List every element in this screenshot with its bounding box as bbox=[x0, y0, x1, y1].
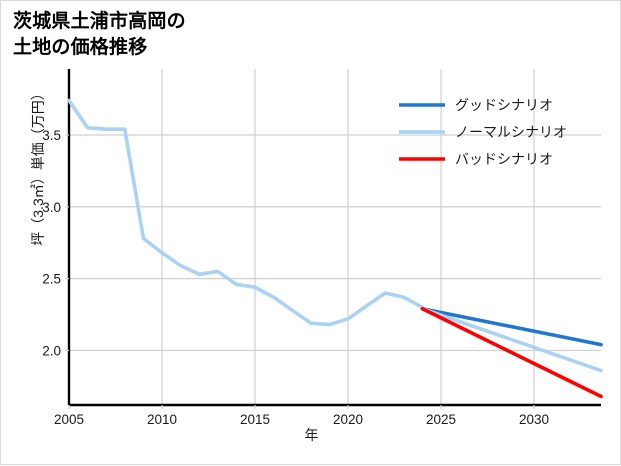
series-line-バッドシナリオ bbox=[420, 306, 603, 399]
x-tick-label-2010: 2010 bbox=[147, 412, 177, 427]
y-tick-label-2.0: 2.0 bbox=[42, 343, 61, 358]
x-tick-label-2030: 2030 bbox=[519, 412, 549, 427]
x-tick-label-2015: 2015 bbox=[240, 412, 270, 427]
series-line-実績（履歴） bbox=[67, 98, 425, 327]
y-axis-label-wrapper: 坪（3.3㎡）単価（万円） bbox=[28, 11, 48, 321]
axis-lines-group bbox=[67, 69, 601, 407]
page-title: 茨城県土浦市高岡の 土地の価格推移 bbox=[13, 11, 186, 58]
y-tick-label-3.5: 3.5 bbox=[42, 128, 61, 143]
legend-label-0: グッドシナリオ bbox=[455, 97, 553, 113]
series-line-グッドシナリオ bbox=[420, 306, 603, 347]
series-lines-group bbox=[67, 98, 603, 399]
gridlines-group bbox=[69, 69, 601, 405]
y-axis-label: 坪（3.3㎡）単価（万円） bbox=[30, 86, 46, 246]
x-tick-label-2020: 2020 bbox=[333, 412, 363, 427]
tick-labels-group: 2.0 2.5 3.0 3.5 2005 2010 2015 2020 2025 2030 bbox=[42, 128, 549, 427]
legend-label-2: バッドシナリオ bbox=[455, 151, 553, 167]
x-axis-label: 年 bbox=[304, 427, 319, 443]
y-tick-label-3.0: 3.0 bbox=[42, 200, 61, 215]
series-line-ノーマルシナリオ bbox=[420, 306, 603, 373]
legend-label-1: ノーマルシナリオ bbox=[455, 124, 567, 140]
y-tick-label-2.5: 2.5 bbox=[42, 272, 61, 287]
tick-marks-group bbox=[65, 134, 535, 409]
x-tick-label-2025: 2025 bbox=[426, 412, 456, 427]
x-tick-label-2005: 2005 bbox=[54, 412, 84, 427]
